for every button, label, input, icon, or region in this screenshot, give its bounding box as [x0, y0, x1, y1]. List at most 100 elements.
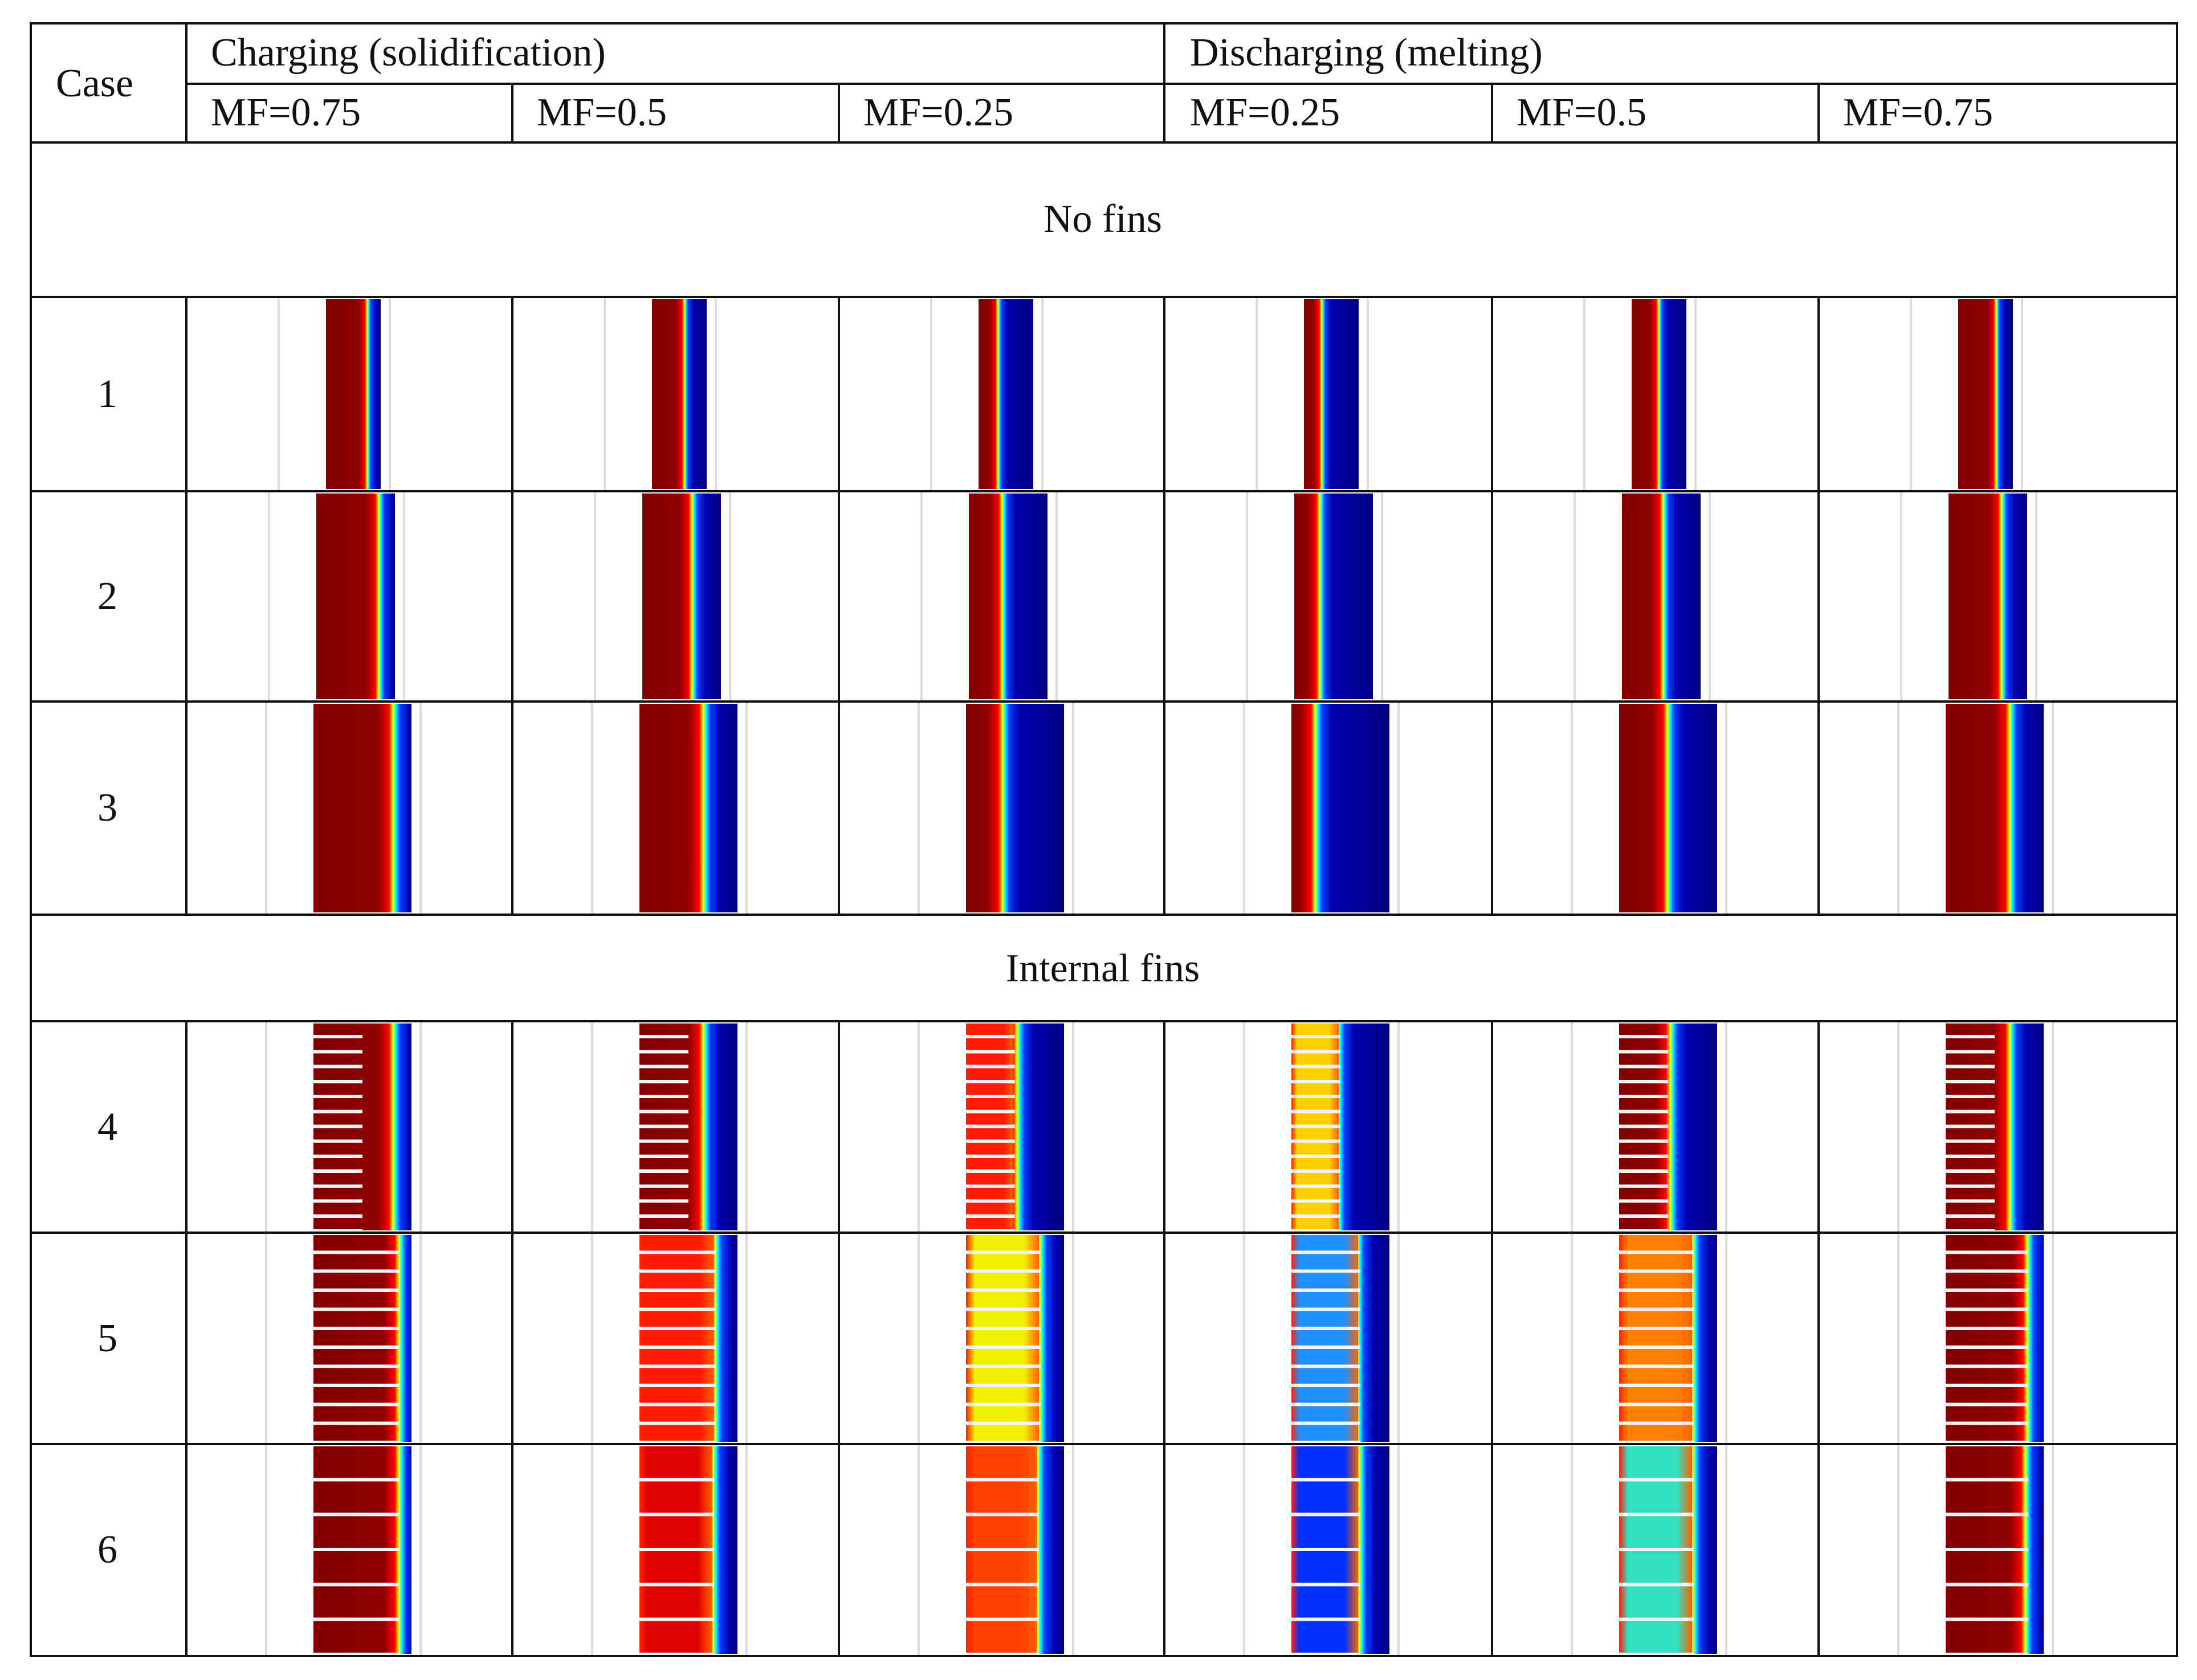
temperature-field-strip	[326, 299, 381, 489]
simulation-image	[1820, 1445, 2176, 1655]
temperature-field-strip	[1622, 494, 1701, 699]
temperature-field-strip	[313, 1446, 412, 1654]
temperature-field-strip	[966, 1024, 1065, 1230]
column-divider	[838, 296, 840, 914]
fins	[313, 1235, 400, 1442]
simulation-image	[188, 1445, 511, 1655]
section-no-fins: No fins	[1043, 197, 1163, 241]
column-divider	[1817, 296, 1820, 914]
domain-guide-line	[419, 1445, 422, 1655]
simulation-image	[840, 298, 1163, 490]
domain-guide-line	[1725, 703, 1728, 914]
domain-guide-line	[265, 1234, 268, 1443]
domain-guide-line	[2052, 1234, 2055, 1443]
domain-guide-line	[1041, 298, 1044, 490]
case-number: 6	[97, 1528, 117, 1572]
fins	[313, 1446, 400, 1654]
column-header-discharging-mf05: MF=0.5	[1517, 91, 1647, 134]
case-number: 5	[97, 1316, 117, 1360]
domain-guide-line	[1397, 1234, 1400, 1443]
domain-guide-line	[1910, 298, 1913, 490]
column-divider	[1163, 296, 1165, 914]
temperature-field-strip	[1632, 299, 1687, 489]
domain-guide-line	[918, 1234, 920, 1443]
temperature-field-strip	[1949, 494, 2027, 699]
fins	[1619, 1024, 1669, 1230]
domain-guide-line	[1571, 703, 1574, 914]
simulation-image	[1820, 1234, 2176, 1443]
domain-guide-line	[419, 1234, 422, 1443]
temperature-field-strip	[1619, 1446, 1718, 1654]
simulation-image	[1165, 1445, 1491, 1655]
temperature-field-strip	[1291, 704, 1390, 912]
domain-guide-line	[2052, 1445, 2055, 1655]
domain-guide-line	[265, 703, 268, 914]
domain-guide-line	[1571, 1022, 1574, 1232]
domain-guide-line	[1574, 492, 1576, 700]
domain-guide-line	[918, 703, 920, 914]
fins	[639, 1235, 716, 1442]
simulation-image	[1165, 492, 1491, 700]
temperature-field-strip	[313, 1235, 412, 1442]
domain-guide-line	[1243, 1022, 1246, 1232]
temperature-field-strip	[1619, 1024, 1718, 1230]
domain-guide-line	[920, 492, 923, 700]
domain-guide-line	[591, 1234, 594, 1443]
temperature-field-strip	[652, 299, 707, 489]
domain-guide-line	[1072, 1445, 1075, 1655]
fins	[1619, 1235, 1694, 1442]
simulation-image	[1165, 298, 1491, 490]
temperature-field-strip	[1294, 494, 1373, 699]
simulation-image	[513, 1445, 838, 1655]
domain-guide-line	[1367, 298, 1369, 490]
column-divider	[838, 83, 840, 141]
fins	[1291, 1446, 1360, 1654]
column-divider	[1163, 22, 1165, 141]
column-divider	[185, 296, 188, 914]
temperature-field-strip	[966, 704, 1065, 912]
row-divider	[30, 1232, 2178, 1234]
column-header-charging-mf05: MF=0.5	[537, 91, 667, 134]
domain-guide-line	[728, 492, 731, 700]
fins	[966, 1024, 1016, 1230]
domain-guide-line	[604, 298, 606, 490]
simulation-image	[1165, 1234, 1491, 1443]
row-divider	[30, 700, 2178, 703]
domain-guide-line	[591, 1445, 594, 1655]
domain-guide-line	[1072, 703, 1075, 914]
column-divider	[1817, 1020, 1820, 1656]
table-border	[2176, 22, 2178, 1657]
simulation-image	[188, 1022, 511, 1232]
temperature-field-strip	[966, 1446, 1065, 1654]
fins	[1619, 1446, 1694, 1654]
domain-guide-line	[1397, 1022, 1400, 1232]
simulation-image	[1493, 1022, 1817, 1232]
domain-guide-line	[265, 1022, 268, 1232]
domain-guide-line	[1256, 298, 1258, 490]
simulation-image	[840, 703, 1163, 914]
simulation-image	[840, 492, 1163, 700]
temperature-field-strip	[1304, 299, 1359, 489]
case-number: 3	[97, 786, 117, 830]
domain-guide-line	[1900, 492, 1903, 700]
domain-guide-line	[2021, 298, 2024, 490]
simulation-image	[1493, 1445, 1817, 1655]
domain-guide-line	[1055, 492, 1058, 700]
temperature-field-strip	[1291, 1024, 1390, 1230]
temperature-field-strip	[639, 1235, 738, 1442]
domain-guide-line	[1725, 1234, 1728, 1443]
temperature-field-strip	[1619, 1235, 1718, 1442]
temperature-field-strip	[1946, 704, 2044, 912]
temperature-field-strip	[1946, 1024, 2044, 1230]
domain-guide-line	[1246, 492, 1249, 700]
temperature-field-strip	[1291, 1446, 1390, 1654]
simulation-image	[1820, 1022, 2176, 1232]
row-divider	[30, 22, 2178, 25]
column-divider	[1491, 83, 1493, 141]
simulation-image	[1165, 1022, 1491, 1232]
simulation-image	[1493, 703, 1817, 914]
table-border	[30, 22, 32, 1657]
fins	[639, 1024, 689, 1230]
domain-guide-line	[1725, 1445, 1728, 1655]
domain-guide-line	[278, 298, 280, 490]
